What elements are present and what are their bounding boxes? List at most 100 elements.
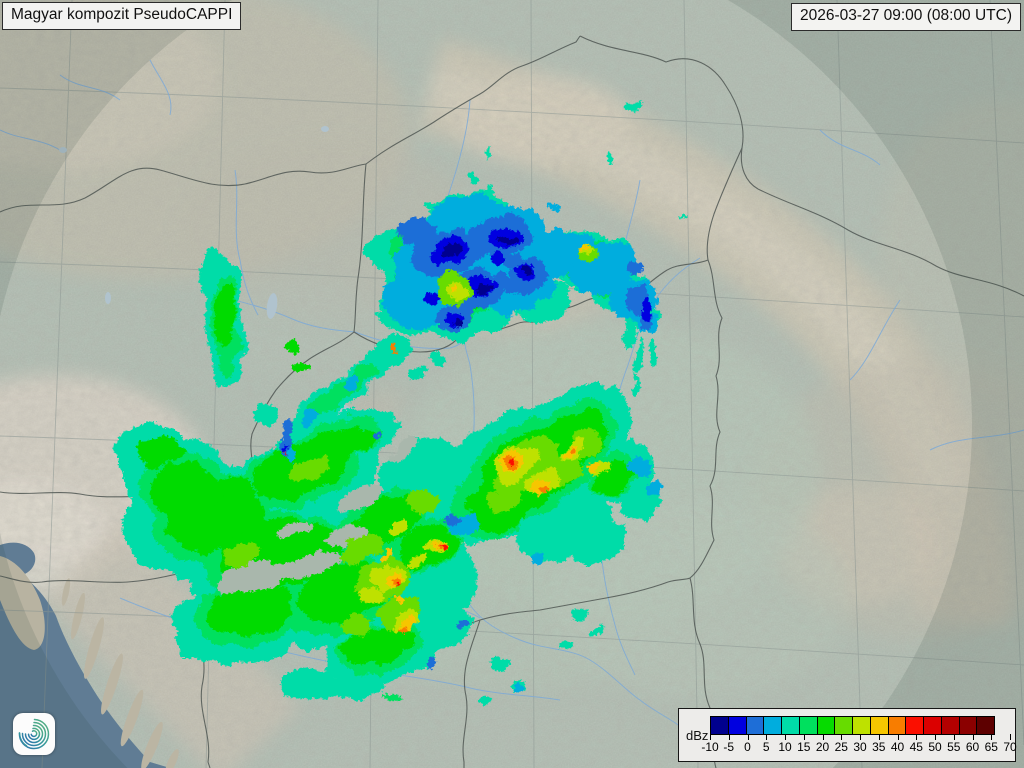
echo-cell bbox=[487, 484, 523, 512]
echo-cell bbox=[540, 486, 550, 494]
echo-cell bbox=[297, 425, 379, 463]
echo-cell bbox=[490, 252, 506, 264]
echo-cell bbox=[588, 461, 600, 471]
istria-peninsula bbox=[0, 556, 45, 650]
legend-ticks: -10 -5 0 5 10 15 20 25 30 35 40 45 50 55 60 65 70 bbox=[701, 734, 1017, 760]
echo-cell bbox=[425, 656, 435, 664]
legend-tick-label: 55 bbox=[947, 740, 961, 754]
echo-cell bbox=[344, 375, 360, 389]
adriatic-sea bbox=[0, 542, 170, 768]
legend-tickmark bbox=[878, 734, 880, 740]
echo-cell bbox=[392, 348, 400, 354]
echo-cell bbox=[208, 583, 292, 637]
echo-cell bbox=[282, 419, 292, 437]
legend-tickmark bbox=[991, 734, 993, 740]
echo-cell bbox=[385, 694, 399, 702]
radar-echo-layer bbox=[115, 101, 684, 704]
legend-tickmark bbox=[710, 734, 711, 740]
legend-tickmark bbox=[897, 734, 899, 740]
echo-cell bbox=[224, 544, 260, 568]
echo-gap bbox=[275, 519, 315, 537]
echo-cell bbox=[647, 481, 663, 495]
echo-cell bbox=[634, 339, 644, 375]
legend-tick-label: 60 bbox=[965, 740, 980, 754]
legend-swatch bbox=[940, 716, 960, 735]
legend-swatch bbox=[852, 716, 871, 735]
echo-cell bbox=[352, 492, 424, 548]
echo-cell bbox=[490, 657, 510, 673]
echo-cell bbox=[285, 455, 289, 459]
echo-cell bbox=[510, 460, 516, 466]
echo-cell bbox=[552, 203, 564, 213]
country-borders-layer bbox=[0, 35, 1024, 768]
legend-swatch bbox=[887, 716, 907, 735]
echo-cell bbox=[476, 696, 488, 704]
legend-tickmark bbox=[972, 734, 974, 740]
echo-cell bbox=[406, 489, 438, 515]
echo-cell bbox=[641, 298, 655, 318]
echo-cell bbox=[290, 458, 330, 482]
echo-cell bbox=[256, 404, 274, 426]
echo-cell bbox=[483, 184, 491, 196]
legend-tick-label: 0 bbox=[744, 740, 751, 754]
legend-swatch bbox=[816, 716, 836, 735]
spiral-icon bbox=[18, 718, 50, 750]
legend-tick-label: 20 bbox=[815, 740, 830, 754]
echo-cell bbox=[398, 215, 438, 245]
legend-tick-label: 35 bbox=[872, 740, 886, 754]
legend-tick-label: 5 bbox=[762, 740, 770, 754]
legend-swatch bbox=[905, 716, 924, 735]
legend-tickmark bbox=[841, 734, 843, 740]
echo-cell bbox=[446, 514, 464, 530]
legend-swatch bbox=[958, 716, 978, 735]
echo-cell bbox=[567, 447, 575, 453]
echo-cell bbox=[450, 317, 460, 323]
echo-cell bbox=[410, 553, 426, 567]
legend-swatch bbox=[869, 716, 889, 735]
legend-tick-label: -5 bbox=[723, 740, 735, 754]
legend-swatch bbox=[834, 716, 853, 735]
echo-cell bbox=[567, 518, 629, 566]
legend-tick-label: 45 bbox=[909, 740, 923, 754]
echo-cell bbox=[400, 627, 408, 633]
echo-cell bbox=[455, 619, 469, 631]
echo-cell bbox=[628, 458, 652, 478]
product-title-label: Magyar kompozit PseudoCAPPI bbox=[11, 6, 233, 23]
legend-tick-label: 65 bbox=[984, 740, 998, 754]
echo-cell bbox=[406, 368, 424, 382]
echo-gap bbox=[323, 524, 367, 546]
echo-cell bbox=[514, 688, 526, 696]
echo-cell bbox=[530, 551, 550, 565]
echo-cell bbox=[282, 339, 298, 351]
legend-color-bar bbox=[710, 716, 995, 735]
legend-tick-label: 25 bbox=[834, 740, 848, 754]
legend-tickmark bbox=[766, 734, 768, 740]
echo-cell bbox=[396, 584, 400, 588]
echo-cell bbox=[441, 245, 459, 259]
timestamp-box: 2026-03-27 09:00 (08:00 UTC) bbox=[791, 3, 1021, 31]
legend-tickmark bbox=[785, 734, 786, 740]
radar-coverage-circle bbox=[0, 0, 972, 768]
echo-cell bbox=[629, 375, 637, 401]
legend-tickmark bbox=[747, 734, 749, 740]
legend-tick-label: -10 bbox=[701, 740, 719, 754]
legend-swatch bbox=[745, 716, 765, 735]
echo-gap bbox=[216, 560, 300, 592]
echo-cell bbox=[340, 533, 384, 563]
echo-cell bbox=[296, 361, 308, 371]
legend-tickmark bbox=[916, 734, 918, 740]
echo-cell bbox=[300, 408, 320, 424]
legend-tickmark bbox=[935, 734, 936, 740]
echo-cell bbox=[152, 463, 220, 517]
met-service-logo bbox=[13, 713, 55, 755]
legend-tick-label: 70 bbox=[1003, 740, 1017, 754]
timestamp-label: 2026-03-27 09:00 (08:00 UTC) bbox=[800, 7, 1012, 24]
echo-cell bbox=[477, 283, 491, 295]
echo-cell bbox=[339, 614, 371, 636]
legend-tickmark bbox=[822, 734, 824, 740]
echo-cell bbox=[333, 676, 383, 700]
echo-cell bbox=[676, 211, 684, 217]
legend-tickmark bbox=[860, 734, 861, 740]
echo-cell bbox=[593, 624, 607, 636]
